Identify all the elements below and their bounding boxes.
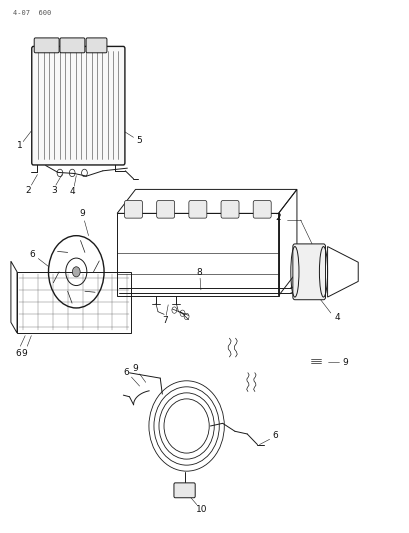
Text: 4-07  600: 4-07 600 — [13, 10, 51, 17]
FancyBboxPatch shape — [31, 46, 125, 165]
Bar — [17, 272, 131, 333]
Text: 9: 9 — [132, 364, 138, 373]
Text: 6: 6 — [272, 431, 277, 440]
Text: 1: 1 — [18, 141, 23, 150]
FancyBboxPatch shape — [60, 38, 85, 53]
Circle shape — [72, 266, 80, 277]
Text: 9: 9 — [79, 209, 85, 218]
Text: 10: 10 — [196, 505, 207, 514]
Text: 9: 9 — [21, 349, 27, 358]
Text: 6: 6 — [29, 250, 35, 259]
Text: 7: 7 — [162, 316, 168, 325]
FancyBboxPatch shape — [173, 483, 195, 498]
FancyBboxPatch shape — [156, 200, 174, 218]
FancyBboxPatch shape — [253, 200, 270, 218]
Text: 8: 8 — [196, 269, 202, 277]
Bar — [117, 213, 278, 296]
Text: 5: 5 — [137, 136, 142, 145]
Text: 2: 2 — [26, 186, 31, 195]
FancyBboxPatch shape — [292, 244, 325, 300]
FancyBboxPatch shape — [124, 200, 142, 218]
Text: 4: 4 — [333, 313, 339, 322]
FancyBboxPatch shape — [34, 38, 59, 53]
Text: 6: 6 — [15, 349, 21, 358]
Text: 4: 4 — [69, 187, 75, 196]
FancyBboxPatch shape — [86, 38, 107, 53]
FancyBboxPatch shape — [189, 200, 206, 218]
Text: 6: 6 — [123, 368, 129, 377]
Text: 2: 2 — [275, 213, 281, 222]
Text: 9: 9 — [342, 358, 347, 367]
FancyBboxPatch shape — [220, 200, 238, 218]
Text: 3: 3 — [51, 186, 56, 195]
